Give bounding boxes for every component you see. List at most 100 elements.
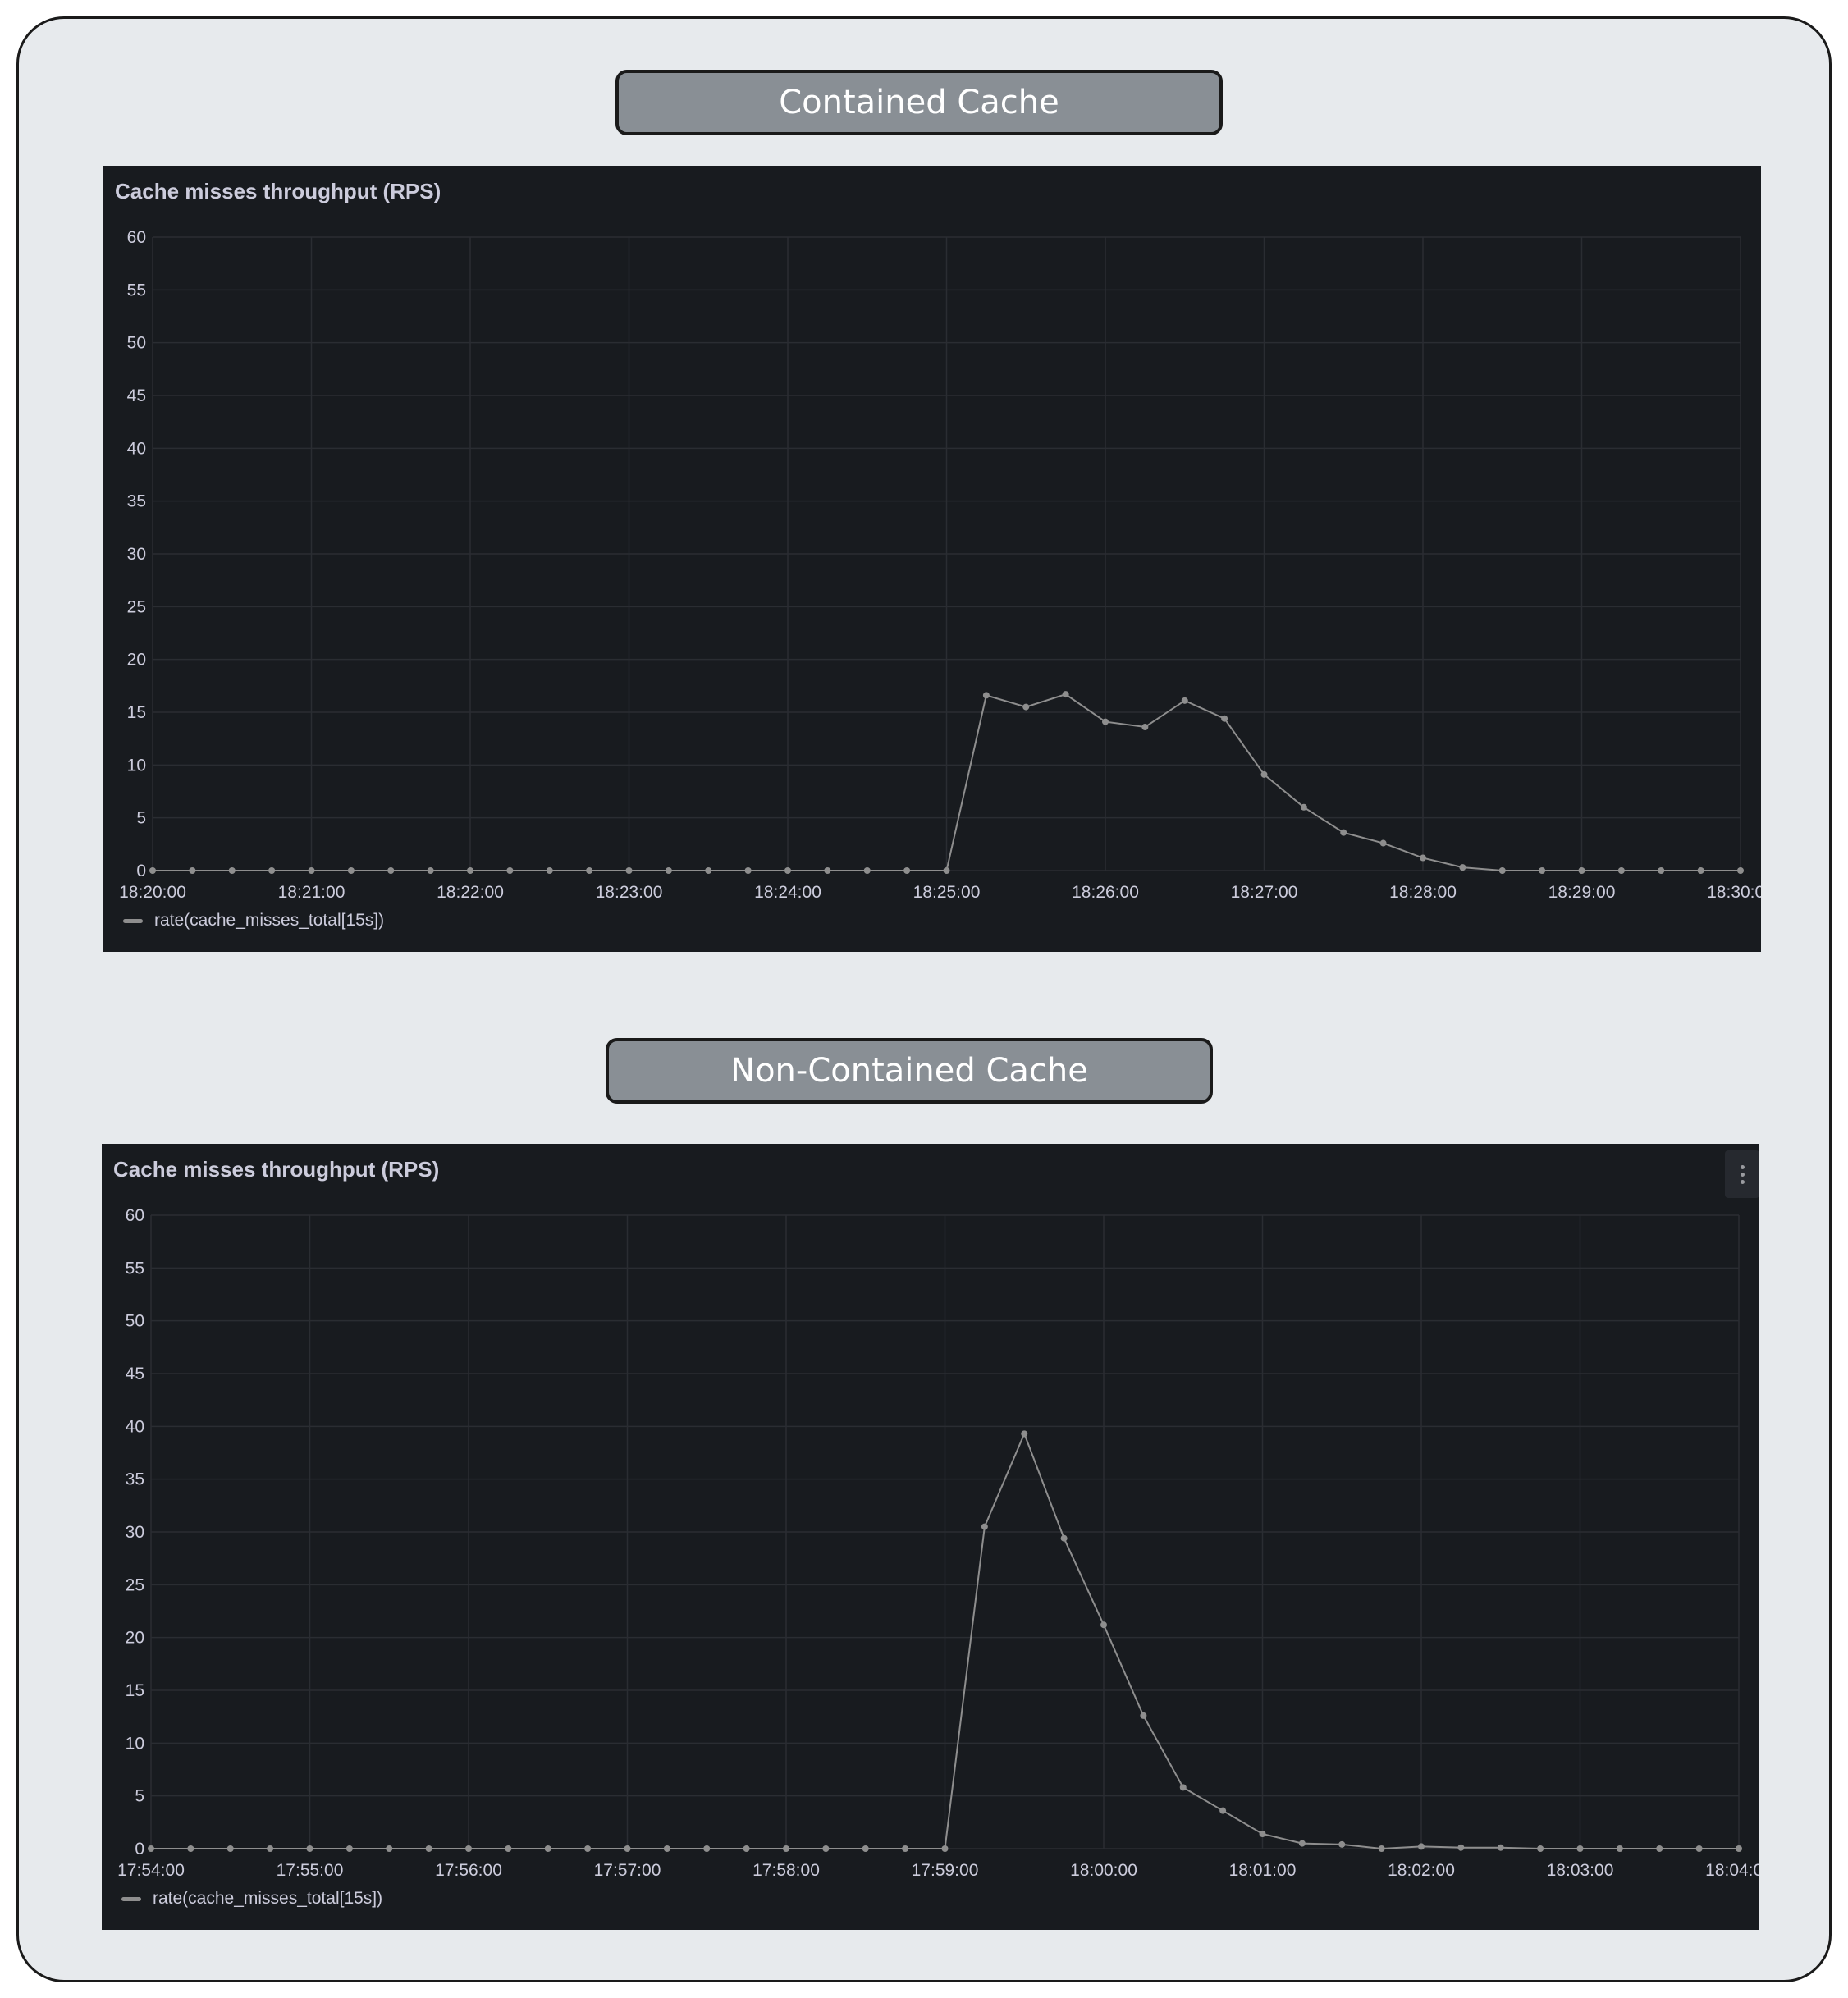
data-point	[1656, 1845, 1663, 1852]
x-tick-label: 18:26:00	[1072, 883, 1139, 902]
data-point	[189, 867, 196, 874]
y-tick-label: 55	[126, 1259, 144, 1278]
data-point	[226, 1845, 234, 1852]
data-point	[1181, 697, 1188, 704]
x-tick-label: 17:59:00	[912, 1861, 979, 1880]
data-point	[1697, 867, 1704, 874]
legend[interactable]: rate(cache_misses_total[15s])	[121, 1889, 382, 1909]
y-tick-label: 10	[127, 756, 146, 775]
data-point	[1062, 691, 1069, 698]
y-tick-label: 50	[127, 334, 146, 353]
y-tick-label: 30	[127, 545, 146, 564]
data-point	[822, 1845, 830, 1852]
data-point	[427, 867, 434, 874]
y-tick-label: 25	[126, 1575, 144, 1594]
data-point	[1695, 1845, 1703, 1852]
data-point	[1340, 829, 1347, 836]
data-point	[308, 867, 315, 874]
data-point	[744, 867, 752, 874]
data-point	[506, 867, 514, 874]
data-point	[903, 867, 911, 874]
panel-menu-button[interactable]	[1725, 1150, 1759, 1198]
y-tick-label: 40	[127, 439, 146, 458]
data-point	[505, 1845, 512, 1852]
data-point	[465, 1845, 472, 1852]
data-point	[149, 867, 156, 874]
data-point	[425, 1845, 432, 1852]
data-point	[148, 1845, 154, 1852]
data-point	[1420, 854, 1426, 862]
data-point	[387, 867, 395, 874]
y-tick-label: 40	[126, 1417, 144, 1436]
data-point	[187, 1845, 194, 1852]
data-point	[1736, 1845, 1742, 1852]
x-tick-label: 18:23:00	[596, 883, 663, 902]
legend-label: rate(cache_misses_total[15s])	[153, 1889, 383, 1908]
legend[interactable]: rate(cache_misses_total[15s])	[123, 911, 384, 930]
non-contained-cache-heading: Non-Contained Cache	[730, 1052, 1088, 1090]
data-point	[1539, 867, 1546, 874]
x-tick-label: 18:03:00	[1547, 1861, 1614, 1880]
y-tick-label: 15	[127, 703, 146, 722]
y-tick-label: 25	[127, 597, 146, 616]
menu-dot-icon	[1740, 1179, 1745, 1184]
data-point	[544, 1845, 551, 1852]
data-point	[1379, 839, 1387, 847]
data-point	[1021, 1430, 1028, 1438]
y-tick-label: 55	[127, 281, 146, 299]
panel-title: Cache misses throughput (RPS)	[113, 1157, 440, 1182]
data-point	[743, 1845, 750, 1852]
x-tick-label: 18:02:00	[1388, 1861, 1455, 1880]
non-contained-cache-chart: 0 5 10 15 20 25 30 35 40 45 50 55 60 17:54:00 17:55:00…	[117, 1206, 1759, 1880]
data-point	[624, 1845, 631, 1852]
data-point	[584, 1845, 592, 1852]
y-tick-label: 45	[126, 1365, 144, 1383]
data-point	[1179, 1784, 1187, 1791]
y-tick-label: 50	[126, 1312, 144, 1331]
data-point	[1418, 1843, 1425, 1850]
non-contained-cache-panel: Cache misses throughput (RPS) 0 5 10 15 20 25…	[102, 1144, 1759, 1930]
data-point	[1737, 867, 1744, 874]
y-tick-label: 5	[135, 1787, 144, 1806]
data-point	[1578, 867, 1585, 874]
data-point	[784, 867, 791, 874]
x-tick-label: 18:29:00	[1548, 883, 1616, 902]
y-tick-label: 15	[126, 1681, 144, 1700]
y-tick-label: 20	[126, 1629, 144, 1648]
x-tick-label: 18:27:00	[1231, 883, 1298, 902]
legend-swatch	[123, 918, 143, 923]
data-point	[1060, 1534, 1068, 1542]
data-point	[1102, 718, 1109, 725]
data-point	[1022, 703, 1030, 711]
data-point	[386, 1845, 393, 1852]
data-point	[1219, 1807, 1227, 1814]
data-point	[1338, 1840, 1346, 1848]
x-tick-label: 18:00:00	[1070, 1861, 1137, 1880]
y-tick-label: 0	[136, 862, 146, 880]
data-point	[863, 867, 871, 874]
x-tick-label: 18:28:00	[1389, 883, 1457, 902]
panel-title: Cache misses throughput (RPS)	[115, 179, 441, 203]
y-tick-label: 45	[127, 386, 146, 405]
data-point	[941, 1845, 949, 1852]
data-point	[1457, 1844, 1465, 1851]
contained-cache-label: Contained Cache	[615, 70, 1223, 135]
data-point	[467, 867, 473, 874]
data-point	[703, 1845, 711, 1852]
data-point	[981, 1523, 988, 1530]
data-point	[1140, 1712, 1147, 1719]
data-point	[1537, 1845, 1544, 1852]
menu-dot-icon	[1740, 1172, 1745, 1177]
data-point	[902, 1845, 909, 1852]
data-point	[824, 867, 831, 874]
data-point	[268, 867, 276, 874]
data-point	[345, 1845, 353, 1852]
data-point	[663, 1845, 670, 1852]
y-tick-label: 0	[135, 1840, 144, 1859]
contained-cache-panel: Cache misses throughput (RPS) 0 5 10 15 20 25…	[103, 166, 1761, 952]
data-point	[982, 692, 990, 699]
y-tick-label: 35	[126, 1470, 144, 1489]
x-tick-label: 17:58:00	[752, 1861, 820, 1880]
data-point	[625, 867, 633, 874]
data-point	[1141, 724, 1149, 731]
